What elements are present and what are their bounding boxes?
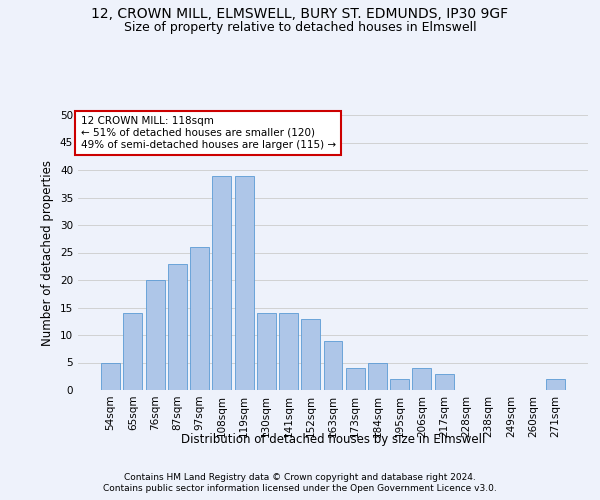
Bar — [412, 368, 431, 390]
Text: Contains public sector information licensed under the Open Government Licence v3: Contains public sector information licen… — [103, 484, 497, 493]
Bar — [212, 176, 231, 390]
Bar — [146, 280, 164, 390]
Bar — [435, 374, 454, 390]
Text: Contains HM Land Registry data © Crown copyright and database right 2024.: Contains HM Land Registry data © Crown c… — [124, 472, 476, 482]
Bar — [235, 176, 254, 390]
Bar — [346, 368, 365, 390]
Text: 12 CROWN MILL: 118sqm
← 51% of detached houses are smaller (120)
49% of semi-det: 12 CROWN MILL: 118sqm ← 51% of detached … — [80, 116, 335, 150]
Bar — [168, 264, 187, 390]
Bar — [190, 247, 209, 390]
Bar — [124, 313, 142, 390]
Bar — [368, 362, 387, 390]
Bar — [323, 340, 343, 390]
Bar — [546, 379, 565, 390]
Text: Size of property relative to detached houses in Elmswell: Size of property relative to detached ho… — [124, 21, 476, 34]
Text: Distribution of detached houses by size in Elmswell: Distribution of detached houses by size … — [181, 432, 485, 446]
Bar — [301, 318, 320, 390]
Y-axis label: Number of detached properties: Number of detached properties — [41, 160, 55, 346]
Bar — [279, 313, 298, 390]
Bar — [390, 379, 409, 390]
Bar — [101, 362, 120, 390]
Bar — [257, 313, 276, 390]
Text: 12, CROWN MILL, ELMSWELL, BURY ST. EDMUNDS, IP30 9GF: 12, CROWN MILL, ELMSWELL, BURY ST. EDMUN… — [91, 8, 509, 22]
